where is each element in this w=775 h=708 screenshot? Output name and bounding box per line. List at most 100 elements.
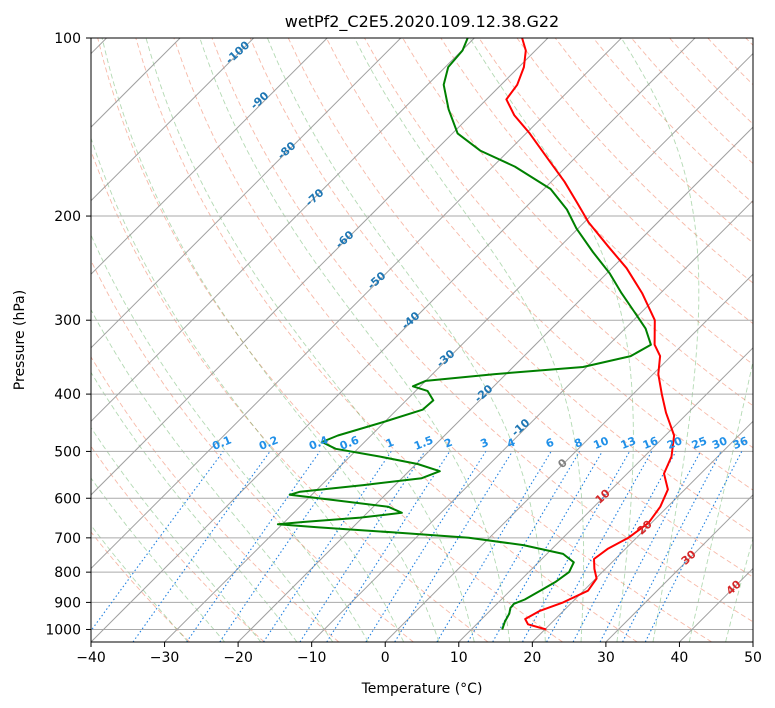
isotherm-line (311, 199, 753, 642)
x-tick-label: 10 (450, 650, 468, 666)
isotherm-label: -50 (365, 269, 389, 292)
mixing-ratio-line (132, 451, 271, 642)
moist-adiabat-line (725, 536, 753, 642)
isotherm-line (384, 273, 753, 642)
y-tick-label: 500 (54, 444, 81, 460)
moist-adiabat-line (688, 359, 753, 642)
dry-adiabat-line (516, 38, 753, 284)
dry-adiabat-line (745, 38, 753, 46)
isotherm-label: -60 (333, 228, 357, 251)
temperature-profile-line (505, 38, 676, 631)
moist-adiabat-line (91, 308, 334, 642)
mixing-ratio-line (522, 451, 631, 642)
mixing-ratio-line (599, 451, 702, 642)
moist-adiabat-line (91, 233, 369, 642)
isotherm-line (458, 347, 753, 642)
y-tick-label: 700 (54, 531, 81, 547)
dry-adiabat-line (91, 259, 414, 642)
dewpoint-profile-line (276, 38, 652, 630)
mixing-ratio-label: 10 (592, 434, 611, 452)
mixing-ratio-line (622, 451, 722, 642)
dry-adiabat-line (364, 38, 753, 449)
moist-adiabat-line (91, 136, 405, 642)
moist-adiabat-line (266, 38, 546, 642)
x-tick-label: −30 (150, 650, 180, 666)
isotherm-line (752, 641, 753, 642)
isotherm-label: -80 (275, 139, 299, 162)
axes: −40 −30 −20 −10 0 10 20 30 40 5010020030040050060… (45, 31, 762, 666)
mixing-ratio-label: 3 (479, 436, 491, 451)
moist-adiabat-line (91, 426, 262, 642)
dry-adiabat-line (211, 38, 753, 623)
mixing-ratio-line (186, 451, 321, 642)
sounding-profiles (276, 38, 676, 631)
moist-adiabat-line (91, 477, 225, 642)
mixing-ratio-label: 36 (731, 434, 750, 452)
mixing-ratio-label: 20 (665, 434, 684, 452)
y-tick-label: 200 (54, 209, 81, 225)
dry-adiabat-line (91, 445, 265, 642)
x-tick-label: 30 (597, 650, 615, 666)
mixing-ratio-label: 1 (384, 436, 396, 451)
mixing-ratio-line (546, 451, 653, 642)
isotherm-line (605, 494, 753, 642)
isotherm-label: -90 (248, 89, 272, 112)
mixing-ratio-label: 16 (641, 434, 660, 452)
dry-adiabat-line (135, 38, 638, 642)
dry-adiabat-line (91, 149, 489, 642)
mixing-ratio-line (219, 451, 352, 642)
x-tick-label: 20 (523, 650, 541, 666)
x-tick-label: −20 (223, 650, 253, 666)
mixing-ratio-label: 0.2 (257, 433, 280, 452)
dry-adiabat-line (249, 38, 753, 578)
moist-adiabat-line (101, 38, 440, 642)
dry-adiabat-line (402, 38, 753, 407)
mixing-ratio-label: 30 (710, 434, 729, 452)
y-tick-label: 900 (54, 595, 81, 611)
dry-adiabat-line (97, 38, 563, 642)
mixing-ratio-label: 25 (690, 434, 709, 452)
mixing-ratio-label: 8 (572, 436, 584, 451)
isotherm-line (679, 567, 753, 642)
mixing-ratio-line (394, 451, 513, 642)
dry-adiabat-line (91, 356, 340, 642)
isotherm-line (237, 126, 753, 642)
isotherm-label: -40 (399, 309, 423, 332)
isotherm-label: -10 (509, 416, 533, 439)
dry-adiabat-line (326, 38, 753, 491)
moist-adiabat-line (199, 38, 511, 642)
isotherm-line (91, 38, 696, 642)
isotherm-line (164, 52, 753, 642)
mixing-ratio-label: 13 (619, 434, 638, 452)
mixing-ratio-line (572, 451, 677, 642)
mixing-ratio-line (326, 451, 451, 642)
isotherm-line (91, 38, 475, 423)
mixing-ratio-line (91, 451, 224, 632)
moist-adiabat-line (354, 38, 585, 642)
x-tick-label: −40 (76, 650, 106, 666)
moist-adiabat-line (91, 371, 298, 642)
mixing-ratio-label: 0.6 (338, 433, 361, 452)
dry-adiabat-line (554, 38, 753, 244)
isotherm-label: 20 (635, 517, 655, 537)
mixing-ratio-label: 6 (544, 436, 556, 451)
chart-title: wetPf2_C2E5.2020.109.12.38.G22 (285, 12, 559, 32)
dry-adiabat-line (91, 531, 190, 642)
dry-adiabat-line (287, 38, 753, 534)
isotherm-line (91, 38, 622, 570)
dry-adiabat-line (707, 38, 753, 86)
isotherm-line (91, 38, 255, 202)
dry-adiabat-line (478, 38, 753, 325)
y-tick-label: 800 (54, 565, 81, 581)
mixing-ratio-label: 0.4 (307, 433, 330, 452)
x-tick-label: 50 (744, 650, 762, 666)
mixing-ratio-line (644, 451, 743, 642)
isotherm-line (91, 38, 402, 349)
plot-frame (90, 37, 754, 643)
moist-adiabat-line (620, 38, 700, 642)
mixing-ratio-line (263, 451, 392, 642)
isotherm-line (91, 38, 328, 275)
y-tick-label: 400 (54, 387, 81, 403)
y-tick-label: 300 (54, 313, 81, 329)
